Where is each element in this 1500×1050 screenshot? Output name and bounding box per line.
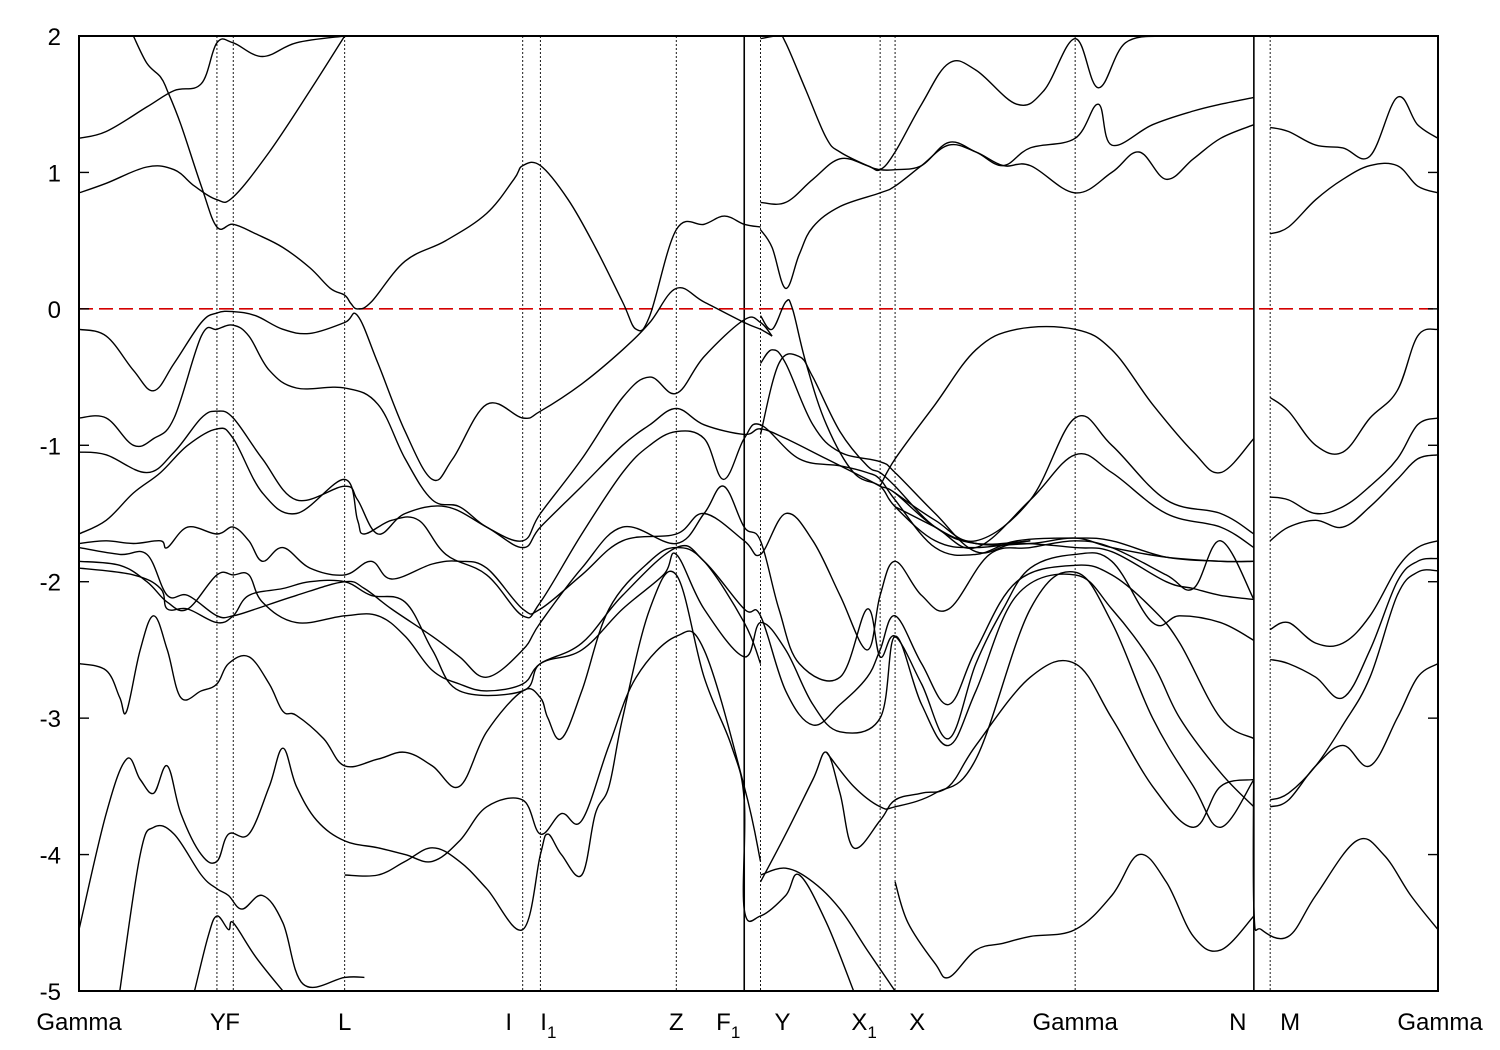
band-37	[1269, 569, 1439, 801]
kpoint-label-f: F1	[716, 1009, 740, 1042]
kpoint-label-gamma: Gamma	[1032, 1009, 1118, 1036]
band-38	[1269, 662, 1439, 808]
band-6	[78, 423, 1254, 619]
band-28	[894, 853, 1255, 979]
band-7	[78, 512, 1255, 651]
band-24	[894, 453, 1255, 550]
kpoint-label-n: N	[1229, 1009, 1246, 1036]
y-tick-label: -3	[40, 706, 61, 733]
kpoint-subscript: 1	[867, 1023, 876, 1042]
band-13	[119, 824, 365, 992]
band-27	[825, 570, 1255, 828]
band-2	[132, 35, 761, 332]
band-26	[759, 659, 1255, 883]
y-tick-label: -1	[40, 433, 61, 460]
band-21	[759, 298, 1031, 549]
kpoint-label-i: I	[505, 1009, 512, 1036]
band-19	[760, 35, 1167, 205]
kpoint-label-x: X1	[851, 1009, 876, 1042]
kpoint-label-f: F	[225, 1009, 240, 1036]
kpoint-label-l: L	[338, 1009, 351, 1036]
kpoint-label-m: M	[1280, 1009, 1300, 1036]
band-10	[78, 552, 1255, 808]
plot-frame	[78, 35, 1439, 992]
band-15	[344, 570, 855, 992]
band-14	[193, 915, 284, 992]
kpoint-label-y: Y	[210, 1009, 226, 1036]
band-11	[78, 546, 762, 789]
band-25	[760, 867, 896, 992]
band-16	[759, 349, 1254, 601]
kpoint-label-gamma: Gamma	[36, 1009, 122, 1036]
y-axis-ticks: 2 1 0 -1 -2 -3 -4 -5	[40, 24, 1438, 1006]
kpoint-label-y: Y	[775, 1009, 791, 1036]
band-23	[894, 415, 1255, 543]
band-18	[760, 35, 1255, 171]
y-tick-label: 0	[48, 297, 61, 324]
y-tick-label: -5	[40, 979, 61, 1006]
band-30	[1270, 95, 1439, 160]
band-34	[1269, 454, 1439, 542]
kpoint-subscript: 1	[547, 1023, 556, 1042]
y-tick-label: 1	[48, 160, 61, 187]
band-35	[1269, 540, 1439, 648]
band-33	[1270, 417, 1439, 515]
band-20	[759, 124, 1255, 290]
band-0	[78, 35, 345, 139]
band-12	[78, 630, 762, 930]
band-3	[78, 286, 773, 482]
band-31	[1269, 162, 1439, 235]
band-4	[78, 316, 773, 542]
kpoint-label-z: Z	[669, 1009, 684, 1036]
x-axis-kpoint-labels: Gamma Y F L I I1 Z F1 Y X1 X Gamma N M Gamma	[36, 1009, 1483, 1042]
y-tick-label: 2	[48, 24, 61, 51]
band-22	[879, 325, 1255, 487]
y-tick-label: -4	[40, 843, 61, 870]
band-29	[1252, 738, 1439, 940]
band-9	[78, 544, 1255, 740]
band-8	[78, 485, 1255, 740]
kpoint-subscript: 1	[731, 1023, 740, 1042]
kpoint-label-x: X	[909, 1009, 925, 1036]
kpoint-label-i: I1	[540, 1009, 556, 1042]
y-tick-label: -2	[40, 570, 61, 597]
band-36	[1270, 557, 1439, 700]
band-32	[1269, 328, 1439, 455]
band-1	[78, 35, 346, 204]
band-lines	[78, 35, 1439, 992]
kpoint-label-gamma: Gamma	[1397, 1009, 1483, 1036]
